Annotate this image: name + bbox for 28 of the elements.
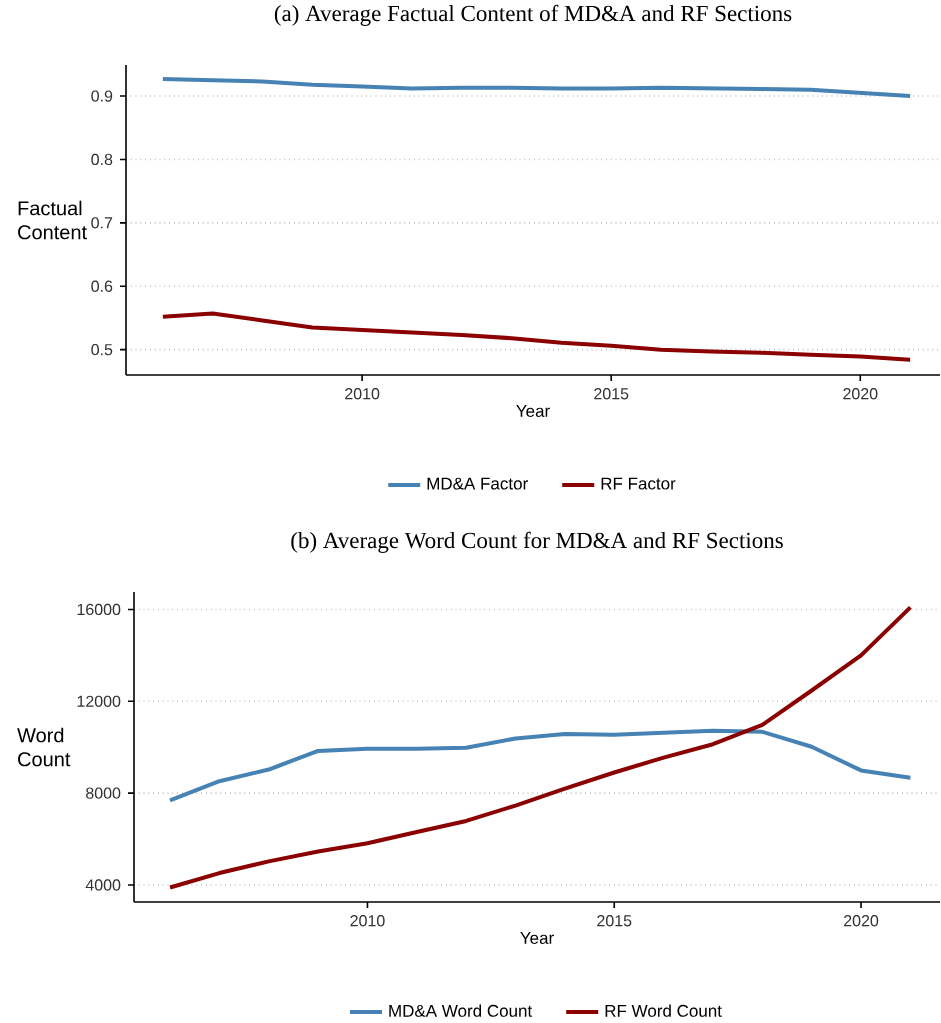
- y-tick-label: 0.9: [91, 90, 113, 102]
- legend-label: RF Word Count: [605, 1004, 722, 1017]
- x-axis-title: Year: [520, 932, 554, 944]
- x-tick-label: 2020: [844, 915, 879, 927]
- y-tick-label: 0.6: [91, 280, 113, 292]
- x-tick-label: 2010: [350, 915, 385, 927]
- chart-title: (b) Average Word Count for MD&A and RF Sections: [291, 531, 783, 553]
- x-tick-label: 2010: [345, 388, 380, 400]
- legend-label: RF Factor: [601, 477, 676, 490]
- chart-title: (a) Average Factual Content of MD&A and RF Sections: [274, 4, 792, 26]
- y-tick-label: 8000: [86, 787, 121, 799]
- y-tick-label: 0.7: [91, 217, 113, 229]
- y-tick-label: 0.5: [91, 343, 113, 356]
- y-tick-label: 4000: [85, 879, 121, 891]
- legend-label: MD&A Factor: [427, 477, 528, 490]
- y-axis-title: Factual Content: [18, 200, 87, 240]
- x-tick-label: 2015: [597, 915, 632, 927]
- x-tick-label: 2020: [843, 388, 878, 400]
- y-axis-title: Word Count: [17, 727, 71, 767]
- y-tick-label: 16000: [77, 603, 121, 616]
- line-series: [160, 311, 913, 362]
- y-tick-label: 0.8: [91, 153, 113, 166]
- line-series: [168, 605, 913, 890]
- line-series: [168, 728, 913, 803]
- legend-label: MD&A Word Count: [389, 1004, 533, 1017]
- y-tick-label: 12000: [77, 695, 121, 707]
- x-tick-label: 2015: [594, 388, 629, 400]
- x-axis-title: Year: [516, 405, 550, 417]
